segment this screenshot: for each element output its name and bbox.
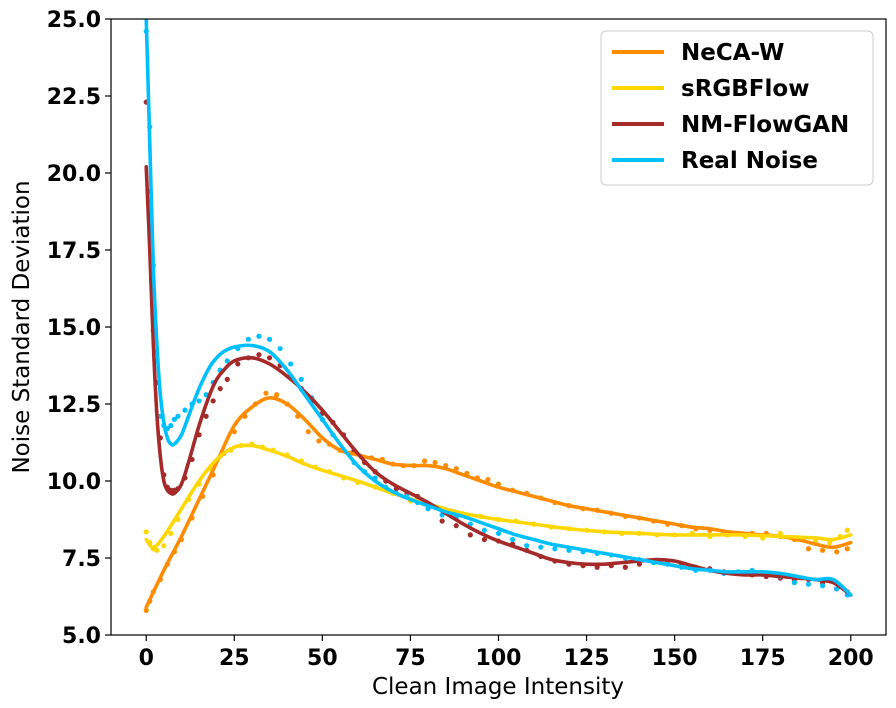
scatter-point-nm-flowgan [210,398,216,404]
scatter-point-neca-w [273,392,280,398]
x-tick-label: 175 [740,646,786,671]
scatter-point-real-noise [266,336,273,342]
scatter-point-real-noise [509,536,516,543]
x-tick-label: 50 [307,646,338,671]
scatter-point-real-noise [481,527,488,533]
scatter-point-nm-flowgan [481,536,488,543]
scatter-point-neca-w [143,607,149,613]
scatter-point-nm-flowgan [256,352,262,358]
scatter-point-srgbflow [168,530,174,536]
scatter-point-real-noise [288,361,294,367]
scatter-point-neca-w [316,438,322,444]
scatter-point-real-noise [182,407,188,413]
y-tick-label: 17.5 [47,239,101,264]
y-tick-label: 20.0 [47,162,101,187]
scatter-point-nm-flowgan [453,523,459,529]
scatter-point-neca-w [819,547,826,553]
y-tick-label: 22.5 [47,85,101,110]
scatter-point-real-noise [819,583,826,589]
scatter-point-nm-flowgan [235,361,241,367]
scatter-point-nm-flowgan [467,532,473,538]
scatter-point-real-noise [175,413,181,419]
y-axis-label: Noise Standard Deviation [9,180,35,473]
scatter-point-real-noise [168,422,174,429]
scatter-point-srgbflow [143,529,149,535]
scatter-point-neca-w [263,390,269,396]
y-tick-label: 12.5 [47,393,101,418]
x-tick-label: 125 [564,646,610,671]
scatter-point-real-noise [791,580,798,586]
x-axis: 0 25 50 75 100 125 150 175 200 [139,635,874,671]
scatter-point-nm-flowgan [266,355,273,361]
scatter-point-neca-w [834,549,840,555]
y-tick-label: 15.0 [47,316,101,341]
legend-box [600,30,874,186]
y-tick-label: 25.0 [47,8,101,33]
legend-label-real-noise: Real Noise [681,148,818,174]
legend-label-neca-w: NeCA-W [681,40,784,66]
y-tick-label: 5.0 [62,624,101,649]
scatter-point-neca-w [305,429,311,435]
scatter-point-nm-flowgan [224,376,230,382]
scatter-point-neca-w [421,458,428,464]
lines-layer [144,19,853,610]
scatter-point-nm-flowgan [203,413,209,419]
legend: NeCA-W sRGBFlow NM-FlowGAN Real Noise [600,30,874,186]
x-tick-label: 0 [139,646,154,671]
scatter-point-real-noise [277,345,283,352]
scatter-point-srgbflow [161,543,167,549]
scatter-point-real-noise [196,398,202,404]
scatter-point-real-noise [538,544,544,550]
scatter-point-neca-w [805,546,812,552]
legend-label-nm-flowgan: NM-FlowGAN [681,112,849,138]
scatter-point-nm-flowgan [439,518,445,524]
scatter-point-real-noise [805,581,812,587]
scatter-point-neca-w [432,459,438,466]
scatter-point-srgbflow [154,547,160,553]
x-tick-label: 200 [828,646,874,671]
scatter-point-real-noise [298,376,304,382]
scatter-point-real-noise [552,546,558,552]
scatter-point-neca-w [844,546,850,552]
scatter-point-neca-w [485,476,491,483]
x-tick-label: 75 [395,646,426,671]
scatter-point-real-noise [256,333,262,339]
scatter-point-nm-flowgan [217,386,223,392]
y-axis: 5.0 7.5 10.0 12.5 15.0 17.5 20.0 22.5 25.0 [47,8,111,649]
scatter-point-real-noise [245,336,251,342]
scatter-point-real-noise [495,530,502,536]
scatter-point-real-noise [171,416,178,422]
x-axis-label: Clean Image Intensity [372,674,624,700]
y-tick-label: 10.0 [47,470,101,495]
x-tick-label: 100 [476,646,522,671]
scatter-point-nm-flowgan [622,564,628,570]
scatter-point-real-noise [524,543,530,549]
legend-label-srgbflow: sRGBFlow [681,76,809,102]
x-tick-label: 150 [652,646,698,671]
series-line-real-noise [144,19,853,597]
y-tick-label: 7.5 [62,547,101,572]
scatter-point-real-noise [224,358,230,364]
scatter-point-srgbflow [844,527,850,533]
series-line-neca-w [144,396,853,610]
x-tick-label: 25 [219,646,250,671]
